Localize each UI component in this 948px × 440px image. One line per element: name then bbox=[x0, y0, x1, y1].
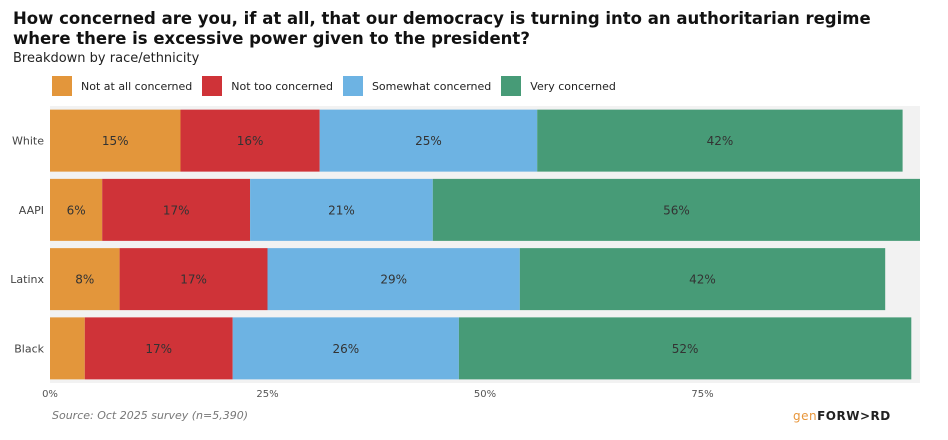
bar-segment bbox=[537, 109, 903, 172]
category-label: Latinx bbox=[10, 273, 44, 286]
data-label: 56% bbox=[663, 203, 690, 217]
legend-swatch bbox=[342, 76, 363, 96]
data-label: 6% bbox=[67, 203, 86, 217]
bar-segment bbox=[50, 109, 181, 172]
x-tick-label: 50% bbox=[474, 389, 496, 400]
bar-segment bbox=[250, 178, 433, 241]
data-label: 8% bbox=[75, 273, 94, 287]
category-label: Black bbox=[14, 342, 44, 355]
data-label: 21% bbox=[328, 203, 355, 217]
source-note: Source: Oct 2025 survey (n=5,390) bbox=[52, 409, 249, 422]
bar-segment bbox=[102, 178, 251, 241]
data-label: 29% bbox=[380, 273, 407, 287]
data-label: 42% bbox=[707, 134, 734, 148]
logo-part-forward: FORW>RD bbox=[817, 409, 891, 423]
legend-label: Not at all concerned bbox=[81, 79, 193, 93]
bar-segment bbox=[50, 317, 85, 380]
legend-label: Not too concerned bbox=[231, 79, 333, 93]
legend-item: Not too concerned bbox=[202, 76, 333, 96]
bar-segment bbox=[519, 248, 886, 311]
legend-item: Very concerned bbox=[501, 76, 616, 96]
bar-segment bbox=[180, 109, 320, 172]
bar-segment bbox=[458, 317, 912, 380]
bar-segment bbox=[319, 109, 538, 172]
logo-part-gen: gen bbox=[793, 409, 818, 423]
x-tick-label: 75% bbox=[691, 389, 713, 400]
bar-segment bbox=[119, 248, 268, 311]
x-tick-label: 25% bbox=[256, 389, 278, 400]
x-tick-label: 0% bbox=[42, 389, 58, 400]
data-label: 17% bbox=[180, 273, 207, 287]
bar-segment bbox=[432, 178, 920, 241]
bar-segment bbox=[84, 317, 233, 380]
data-label: 17% bbox=[163, 203, 190, 217]
legend-label: Somewhat concerned bbox=[371, 79, 492, 93]
data-label: 15% bbox=[102, 134, 129, 148]
bar-segment bbox=[232, 317, 459, 380]
data-label: 16% bbox=[237, 134, 264, 148]
bar-segment bbox=[267, 248, 520, 311]
legend-item: Not at all concerned bbox=[52, 76, 192, 96]
data-label: 26% bbox=[332, 342, 359, 356]
data-label: 25% bbox=[415, 134, 442, 148]
legend-swatch bbox=[52, 76, 72, 96]
legend-item: Somewhat concerned bbox=[342, 76, 492, 96]
data-label: 52% bbox=[672, 342, 699, 356]
legend: Not at all concerned Not too concerned Som… bbox=[52, 75, 626, 97]
bar-segment bbox=[50, 178, 103, 241]
data-label: 42% bbox=[689, 273, 716, 287]
legend-swatch bbox=[202, 76, 223, 96]
chart-title: How concerned are you, if at all, that o… bbox=[13, 9, 871, 48]
chart-subtitle: Breakdown by race/ethnicity bbox=[13, 51, 200, 66]
genforward-logo: genFORW>RD bbox=[793, 409, 891, 423]
legend-label: Very concerned bbox=[530, 79, 616, 93]
category-label: White bbox=[12, 135, 44, 148]
data-label: 17% bbox=[145, 342, 172, 356]
legend-swatch bbox=[501, 76, 522, 96]
category-label: AAPI bbox=[19, 204, 44, 217]
bar-segment bbox=[50, 248, 120, 311]
